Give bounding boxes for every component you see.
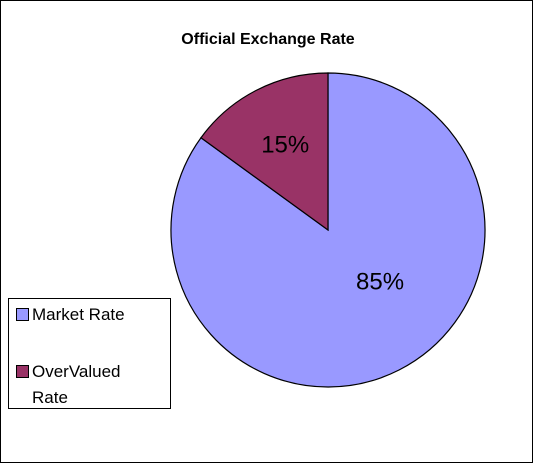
legend-label: OverValued Rate xyxy=(32,362,121,407)
legend-swatch xyxy=(16,308,29,321)
legend-box xyxy=(8,298,171,409)
legend-label: Market Rate xyxy=(32,305,125,324)
legend-swatch xyxy=(16,365,29,378)
chart-title: Official Exchange Rate xyxy=(181,31,354,48)
data-label: 85% xyxy=(356,268,404,295)
data-label: 15% xyxy=(261,131,309,158)
pie-slice xyxy=(200,72,329,232)
